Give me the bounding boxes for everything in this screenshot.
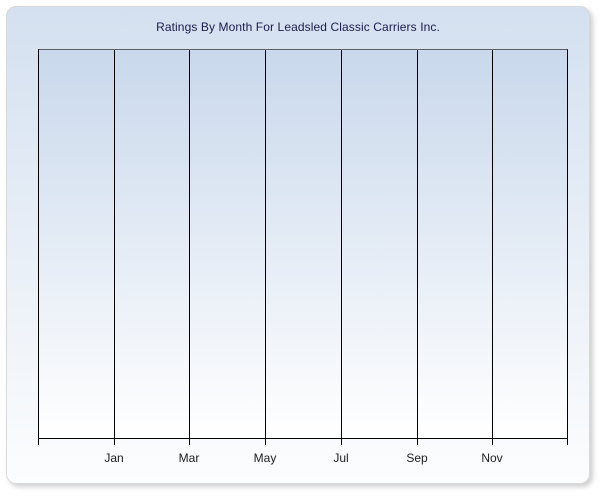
x-axis-tick — [189, 438, 190, 445]
chart-panel: Ratings By Month For Leadsled Classic Ca… — [6, 6, 590, 484]
x-axis-tick-label: Mar — [178, 451, 200, 465]
x-axis-tick — [567, 438, 568, 445]
plot-area — [38, 49, 568, 439]
x-axis-tick-label: Jul — [333, 451, 349, 465]
x-axis-tick — [265, 438, 266, 445]
gridline — [492, 50, 493, 438]
gridline — [114, 50, 115, 438]
gridline — [417, 50, 418, 438]
x-axis-tick-label: Sep — [406, 451, 428, 465]
x-axis-tick — [341, 438, 342, 445]
x-axis-tick — [492, 438, 493, 445]
x-axis-tick-label: Jan — [104, 451, 124, 465]
gridline — [341, 50, 342, 438]
x-axis-tick — [38, 438, 39, 445]
gridline — [189, 50, 190, 438]
gridline — [265, 50, 266, 438]
x-axis-tick-label: May — [253, 451, 277, 465]
x-axis-tick — [114, 438, 115, 445]
x-axis-tick-label: Nov — [481, 451, 503, 465]
chart-title: Ratings By Month For Leadsled Classic Ca… — [156, 20, 440, 34]
x-axis-tick — [417, 438, 418, 445]
